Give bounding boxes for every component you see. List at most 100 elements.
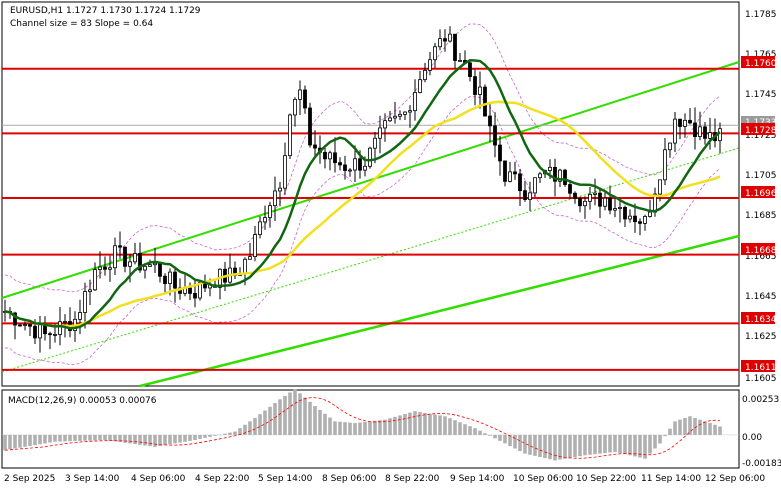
candle-body — [298, 89, 302, 100]
macd-bar — [23, 434, 27, 447]
macd-bar — [348, 422, 352, 435]
macd-bar — [548, 434, 552, 460]
macd-bar — [448, 418, 452, 435]
macd-bar — [403, 414, 407, 435]
candle-body — [443, 38, 447, 42]
macd-bar — [233, 431, 237, 435]
candle-body — [413, 92, 417, 112]
candle-body — [148, 264, 152, 267]
candle-body — [468, 62, 472, 78]
macd-bar — [523, 434, 527, 454]
candle-body — [393, 115, 397, 119]
macd-bar — [638, 434, 642, 458]
candle-body — [523, 190, 527, 200]
candle-body — [373, 137, 377, 149]
candle-body — [193, 293, 197, 299]
candle-body — [588, 193, 592, 202]
macd-bar — [718, 426, 722, 435]
macd-bar — [263, 410, 267, 435]
macd-bar — [148, 434, 152, 447]
candle-body — [138, 253, 142, 271]
macd-bar — [443, 416, 447, 435]
candle-body — [363, 165, 367, 171]
macd-bar — [533, 434, 537, 456]
macd-bar — [143, 434, 147, 446]
macd-bar — [93, 434, 97, 441]
macd-bar — [253, 417, 257, 435]
candle-body — [418, 79, 422, 93]
level-label: 1.1760 — [745, 59, 777, 69]
candle-body — [568, 184, 572, 194]
macd-bar — [658, 434, 662, 444]
candle-body — [638, 221, 642, 224]
macd-bar — [603, 434, 607, 454]
candle-body — [478, 86, 482, 95]
macd-bar — [328, 417, 332, 435]
candle-body — [58, 321, 62, 335]
macd-bar — [578, 434, 582, 457]
channel-middle-line — [1, 147, 740, 373]
macd-bar — [508, 434, 512, 446]
macd-signal-line — [4, 397, 721, 459]
time-tick: 10 Sep 06:00 — [513, 474, 573, 484]
macd-bar — [138, 434, 142, 445]
candle-body — [303, 89, 307, 109]
macd-bar — [393, 416, 397, 435]
macd-bar — [123, 434, 127, 443]
macd-bar — [223, 433, 227, 435]
macd-bar — [438, 415, 442, 435]
macd-bar — [28, 434, 32, 446]
level-label: 1.1696 — [745, 189, 777, 199]
time-tick: 5 Sep 14:00 — [258, 474, 313, 484]
candle-body — [623, 206, 627, 220]
candle-body — [163, 275, 167, 284]
macd-bar — [453, 420, 457, 435]
macd-bar — [623, 434, 627, 455]
macd-bar — [598, 434, 602, 454]
macd-bar — [688, 416, 692, 435]
candle-body — [388, 117, 392, 122]
candle-body — [608, 197, 612, 211]
macd-bar — [663, 434, 667, 437]
candle-body — [618, 206, 622, 209]
candle-body — [493, 125, 497, 146]
macd-bar — [518, 434, 522, 452]
envelope-upper-line — [4, 23, 721, 293]
macd-bar — [313, 406, 317, 435]
macd-bar — [568, 434, 572, 458]
macd-bar — [288, 392, 292, 435]
macd-bar — [293, 389, 297, 435]
macd-bar — [693, 417, 697, 435]
candle-body — [63, 321, 67, 323]
macd-bar — [358, 422, 362, 435]
candle-body — [28, 324, 32, 327]
macd-bar — [473, 428, 477, 435]
macd-bar — [113, 434, 117, 442]
candle-body — [688, 119, 692, 124]
candle-body — [263, 217, 267, 223]
candle-body — [313, 144, 317, 149]
candle-body — [248, 256, 252, 260]
candle-body — [503, 160, 507, 182]
candle-body — [273, 190, 277, 207]
macd-bar — [583, 434, 587, 456]
candle-body — [508, 171, 512, 182]
macd-bar — [203, 434, 207, 438]
price-tick: 1.1605 — [745, 374, 777, 384]
macd-bar — [383, 419, 387, 435]
macd-bar — [673, 421, 677, 435]
candle-body — [78, 312, 82, 320]
candle-body — [283, 155, 287, 189]
time-tick: 3 Sep 14:00 — [65, 474, 120, 484]
candle-body — [573, 192, 577, 199]
candle-body — [358, 158, 362, 171]
candle-body — [538, 173, 542, 179]
macd-bar — [163, 434, 167, 446]
candle-body — [33, 325, 37, 339]
macd-bar — [573, 434, 577, 458]
macd-bar — [428, 413, 432, 435]
macd-bar — [173, 434, 177, 444]
level-label-bg — [741, 186, 775, 198]
candle-body — [353, 158, 357, 171]
